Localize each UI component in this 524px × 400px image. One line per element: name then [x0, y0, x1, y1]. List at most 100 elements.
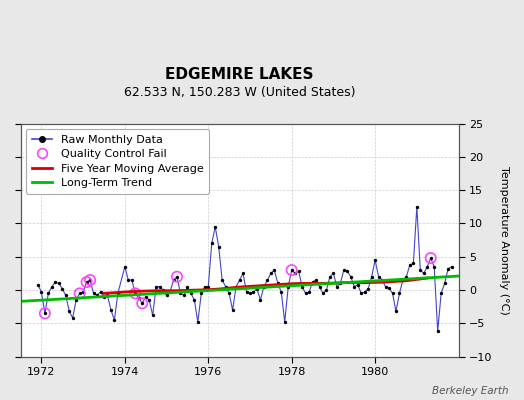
Point	[270, 267, 278, 273]
Point	[194, 319, 202, 325]
Text: Berkeley Earth: Berkeley Earth	[432, 386, 508, 396]
Point	[54, 280, 63, 286]
Point	[242, 289, 250, 295]
Point	[141, 294, 150, 300]
Point	[444, 266, 452, 272]
Point	[336, 280, 345, 286]
Point	[371, 257, 379, 263]
Point	[291, 270, 299, 276]
Point	[350, 284, 358, 290]
Point	[131, 290, 139, 296]
Point	[173, 274, 181, 280]
Point	[232, 284, 241, 290]
Point	[235, 277, 244, 283]
Point	[364, 286, 373, 292]
Point	[100, 294, 108, 300]
Point	[437, 290, 445, 296]
Point	[361, 289, 369, 295]
Point	[402, 274, 411, 280]
Point	[169, 277, 178, 283]
Point	[228, 307, 237, 313]
Point	[152, 284, 160, 290]
Legend: Raw Monthly Data, Quality Control Fail, Five Year Moving Average, Long-Term Tren: Raw Monthly Data, Quality Control Fail, …	[26, 129, 209, 194]
Point	[374, 274, 383, 280]
Point	[322, 287, 331, 293]
Point	[176, 290, 184, 296]
Point	[249, 289, 258, 295]
Point	[333, 284, 341, 290]
Point	[86, 277, 94, 283]
Point	[34, 282, 42, 288]
Point	[131, 290, 139, 296]
Point	[48, 284, 56, 290]
Point	[315, 284, 324, 290]
Text: EDGEMIRE LAKES: EDGEMIRE LAKES	[165, 67, 314, 82]
Point	[357, 290, 365, 296]
Point	[128, 277, 136, 283]
Point	[280, 319, 289, 325]
Point	[58, 286, 67, 292]
Point	[166, 289, 174, 295]
Point	[392, 308, 400, 314]
Point	[82, 279, 91, 285]
Point	[51, 279, 60, 285]
Point	[61, 292, 70, 298]
Point	[399, 277, 407, 283]
Point	[148, 312, 157, 318]
Point	[204, 284, 212, 290]
Point	[69, 315, 77, 321]
Point	[124, 277, 133, 283]
Point	[159, 287, 167, 293]
Point	[72, 297, 80, 303]
Point	[267, 270, 275, 276]
Point	[340, 267, 348, 273]
Point	[225, 290, 233, 296]
Point	[430, 264, 439, 270]
Point	[274, 280, 282, 286]
Point	[90, 290, 98, 296]
Y-axis label: Temperature Anomaly (°C): Temperature Anomaly (°C)	[499, 166, 509, 314]
Point	[86, 277, 94, 283]
Point	[343, 268, 352, 275]
Point	[294, 268, 303, 275]
Point	[395, 290, 403, 296]
Point	[412, 204, 421, 210]
Point	[93, 292, 101, 298]
Point	[277, 289, 286, 295]
Point	[326, 274, 334, 280]
Point	[103, 292, 112, 298]
Point	[409, 260, 418, 267]
Point	[416, 267, 424, 273]
Point	[138, 300, 146, 306]
Point	[354, 282, 362, 288]
Point	[114, 290, 122, 296]
Point	[381, 284, 390, 290]
Point	[420, 270, 428, 276]
Point	[222, 284, 230, 290]
Point	[41, 310, 49, 316]
Point	[41, 310, 49, 316]
Point	[308, 279, 316, 285]
Point	[162, 292, 171, 298]
Point	[263, 277, 271, 283]
Point	[218, 277, 226, 283]
Point	[187, 290, 195, 296]
Point	[173, 274, 181, 280]
Point	[301, 290, 310, 296]
Point	[346, 274, 355, 280]
Point	[284, 284, 292, 290]
Point	[329, 270, 337, 276]
Point	[406, 262, 414, 268]
Point	[246, 290, 254, 296]
Point	[156, 284, 164, 290]
Point	[65, 308, 73, 314]
Point	[180, 292, 188, 298]
Point	[75, 290, 84, 296]
Point	[441, 280, 449, 286]
Point	[256, 297, 265, 303]
Point	[260, 284, 268, 290]
Point	[288, 267, 296, 273]
Point	[208, 240, 216, 247]
Point	[82, 279, 91, 285]
Point	[427, 255, 435, 261]
